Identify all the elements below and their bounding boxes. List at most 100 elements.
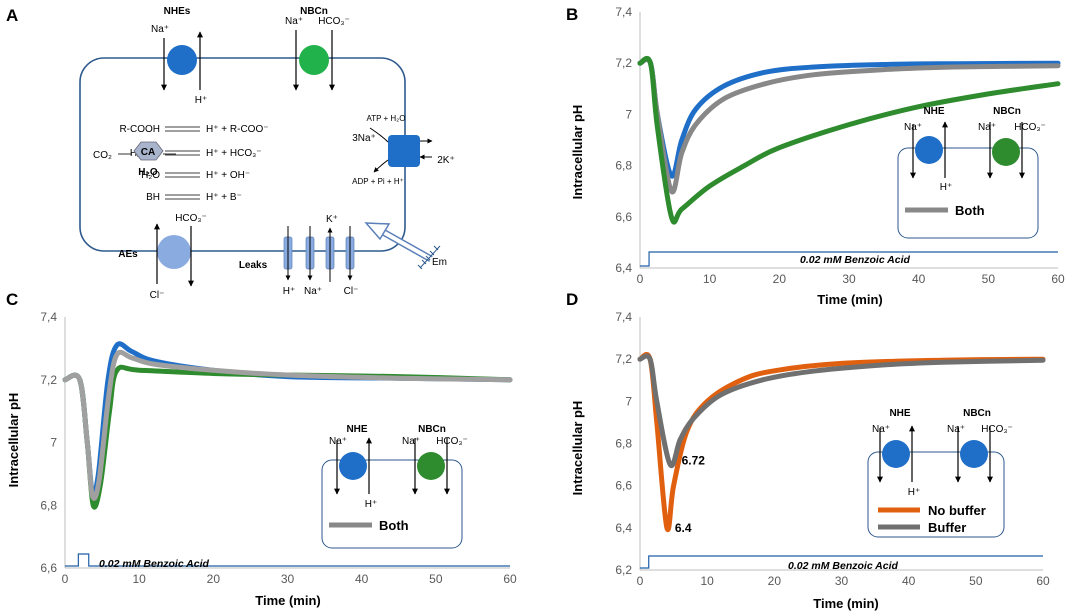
ae-transporter xyxy=(157,235,191,269)
panel-a-letter: A xyxy=(6,6,18,25)
nbc-hco3-label: HCO₃⁻ xyxy=(318,16,350,27)
data-annotation: 6.4 xyxy=(675,521,692,535)
pump-adp-label: ADP + Pi + H⁺ xyxy=(352,177,404,186)
leak-na-label: Na⁺ xyxy=(304,286,322,297)
inset-nhe-label: NHE xyxy=(889,408,910,419)
x-tick-label: 50 xyxy=(969,574,983,588)
h2o-label: H₂O xyxy=(138,167,158,178)
x-tick-label: 0 xyxy=(62,572,69,586)
pump-k-label: 2K⁺ xyxy=(437,155,455,166)
inset-na-label: Na⁺ xyxy=(904,122,922,133)
x-tick-label: 60 xyxy=(1036,574,1050,588)
legend-no-buffer-label: No buffer xyxy=(928,503,986,518)
x-tick-label: 10 xyxy=(132,572,146,586)
inset-na-label: Na⁺ xyxy=(872,424,890,435)
x-tick-label: 10 xyxy=(703,272,717,286)
leak-channels xyxy=(283,226,355,282)
inset-nhe-label: NHE xyxy=(346,424,367,435)
y-tick-label: 7,4 xyxy=(40,310,57,324)
y-tick-label: 7,2 xyxy=(615,56,632,70)
legend-both-label: Both xyxy=(955,203,985,218)
y-tick-label: 7,2 xyxy=(40,373,57,387)
y-tick-label: 7 xyxy=(625,107,632,121)
x-tick-label: 30 xyxy=(842,272,856,286)
nhe-h-label: H⁺ xyxy=(195,95,208,106)
em-label: Em xyxy=(432,257,447,268)
chart-c-pulse-label: 0.02 mM Benzoic Acid xyxy=(99,558,209,570)
reaction-left: R-COOH xyxy=(119,124,160,135)
chart-b-pulse-label: 0.02 mM Benzoic Acid xyxy=(800,254,910,266)
series-line-both xyxy=(62,349,513,501)
x-tick-label: 0 xyxy=(637,272,644,286)
x-tick-label: 50 xyxy=(982,272,996,286)
y-tick-label: 7,2 xyxy=(615,352,632,366)
chart-d-ylabel: Intracellular pH xyxy=(570,401,585,496)
nhe-na-label: Na⁺ xyxy=(151,24,169,35)
x-tick-label: 0 xyxy=(637,574,644,588)
pulse-trace xyxy=(640,555,1043,569)
panel-b: B 0 10 20 30 40 50 60 6,4 6,6 6,8 7 7,2 7,4 Intracel… xyxy=(566,5,1065,307)
inset-hco3-label: HCO₃⁻ xyxy=(436,436,468,447)
reaction-right: H⁺ + HCO₃⁻ xyxy=(206,148,261,159)
y-tick-label: 6,6 xyxy=(40,561,57,575)
chart-c-ylabel: Intracellular pH xyxy=(6,393,21,488)
reaction-list: R-COOH H⁺ + R-COO⁻ H₂CO₃ H⁺ + HCO₃⁻ H₂O … xyxy=(119,124,268,203)
inset-na-label: Na⁺ xyxy=(947,424,965,435)
y-tick-label: 6,4 xyxy=(615,521,632,535)
inset-na-label: Na⁺ xyxy=(978,122,996,133)
chart-d-xlabel: Time (min) xyxy=(813,596,879,611)
y-tick-label: 7 xyxy=(625,394,632,408)
inset-nhe xyxy=(339,452,367,480)
y-tick-label: 6,8 xyxy=(615,159,632,173)
x-tick-label: 40 xyxy=(902,574,916,588)
x-tick-label: 20 xyxy=(207,572,221,586)
inset-hco3-label: HCO₃⁻ xyxy=(981,424,1013,435)
reaction-left: BH xyxy=(146,192,160,203)
leak-h-label: H⁺ xyxy=(283,286,296,297)
carbonic-anhydrase xyxy=(133,141,164,161)
nbc-na-label: Na⁺ xyxy=(285,16,303,27)
leaks-label: Leaks xyxy=(239,260,268,271)
chart-b-inset: NHE NBCn Na⁺ Na⁺ HCO₃⁻ H⁺ Both xyxy=(897,106,1046,239)
inset-nbc xyxy=(417,452,445,480)
inset-cell xyxy=(897,147,1039,239)
x-tick-label: 20 xyxy=(768,574,782,588)
inset-na-label: Na⁺ xyxy=(329,436,347,447)
y-tick-label: 7 xyxy=(50,436,57,450)
inset-cell xyxy=(321,459,463,549)
panel-d: D 0 10 20 30 40 50 60 6,2 6,4 6,6 6,8 7 7,2 7,4 6.72 6.… xyxy=(566,290,1050,611)
series-line-buffer xyxy=(637,353,1046,469)
nhe-transporter xyxy=(167,45,197,75)
nbc-label: NBCn xyxy=(300,6,328,17)
chart-c-inset: NHE NBCn Na⁺ Na⁺ HCO₃⁻ H⁺ Both xyxy=(321,424,468,549)
panel-a: A NHEs Na⁺ H⁺ NBCn Na⁺ HCO₃⁻ R-COOH H⁺ +… xyxy=(6,6,455,301)
inset-h-label: H⁺ xyxy=(365,499,378,510)
chart-d-inset: NHE NBCn Na⁺ Na⁺ HCO₃⁻ H⁺ No buffer Buff… xyxy=(867,408,1013,538)
panel-c-letter: C xyxy=(6,290,18,309)
ae-hco3-label: HCO₃⁻ xyxy=(175,213,207,224)
reaction-right: H⁺ + R-COO⁻ xyxy=(206,124,269,135)
inset-nbc xyxy=(992,138,1020,166)
inset-nbc-label: NBCn xyxy=(963,408,991,419)
x-tick-label: 20 xyxy=(773,272,787,286)
chart-d: 0 10 20 30 40 50 60 6,2 6,4 6,6 6,8 7 7,2 7,4 6.72 6.4 xyxy=(615,310,1050,588)
inset-nhe xyxy=(915,136,943,164)
nak-pump xyxy=(388,135,420,167)
ae-cl-label: Cl⁻ xyxy=(150,290,165,301)
y-tick-label: 6,6 xyxy=(615,479,632,493)
inset-h-label: H⁺ xyxy=(908,487,921,498)
inset-nbc-label: NBCn xyxy=(993,106,1021,117)
leak-k-label: K⁺ xyxy=(326,214,338,225)
inset-na-label: Na⁺ xyxy=(402,436,420,447)
y-tick-label: 6,8 xyxy=(615,437,632,451)
nbc-transporter xyxy=(299,45,329,75)
chart-b-xlabel: Time (min) xyxy=(817,292,883,307)
x-tick-label: 50 xyxy=(429,572,443,586)
x-tick-label: 30 xyxy=(281,572,295,586)
nhe-label: NHEs xyxy=(164,6,191,17)
em-arrow xyxy=(364,222,391,241)
series-line-nbcn xyxy=(637,56,1061,225)
leak-cl-label: Cl⁻ xyxy=(344,286,359,297)
x-tick-label: 10 xyxy=(700,574,714,588)
